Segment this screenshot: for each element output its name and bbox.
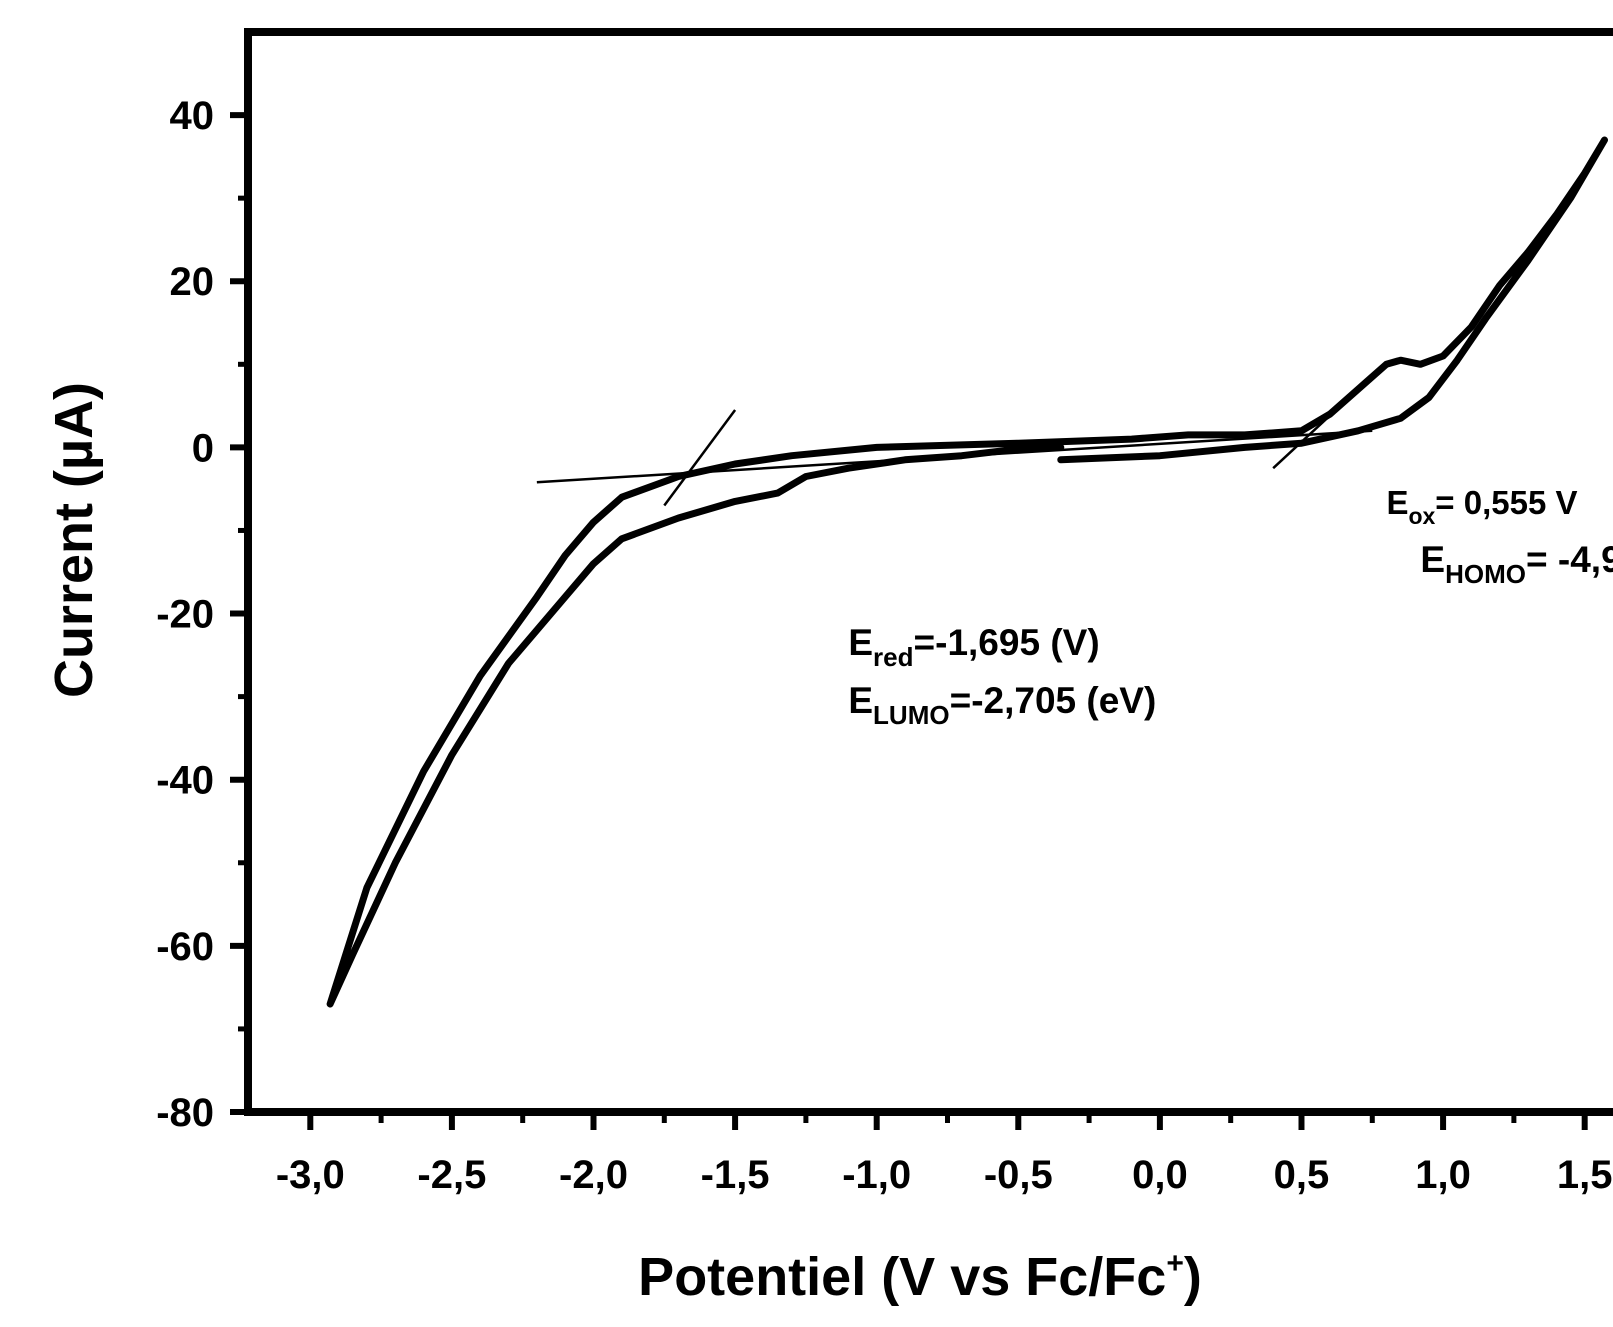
x-ticks: -3,0 -2,5 -2,0 -1,5 -1,0 -0,5 0,0 0,5 1,0 1,5 [276, 1112, 1613, 1197]
y-tick-label: 0 [192, 426, 214, 470]
series-group [326, 136, 1608, 1008]
y-tick-label: 40 [170, 94, 215, 138]
annotation-label: Eox= 0,555 V [1386, 484, 1577, 529]
y-tick-label: -60 [156, 925, 214, 969]
x-tick-label: 0,0 [1132, 1153, 1188, 1197]
y-ticks: -80 -60 -40 -20 0 20 40 [156, 94, 248, 1135]
y-tick-label: 20 [170, 260, 215, 304]
x-tick-label: 1,5 [1557, 1153, 1613, 1197]
series-line [326, 136, 1608, 1008]
x-tick-label: -3,0 [276, 1153, 345, 1197]
x-axis-title-tail: ) [1184, 1247, 1202, 1307]
x-axis-title: Potentiel (V vs Fc/Fc+) [638, 1247, 1202, 1307]
x-tick-label: -1,0 [842, 1153, 911, 1197]
x-tick-label: 1,0 [1415, 1153, 1471, 1197]
axes-frame [244, 28, 1613, 1116]
tangent-line [663, 409, 737, 507]
y-tick-label: -20 [156, 593, 214, 637]
annotation-label: EHOMO= -4,955 (eV) [1420, 539, 1613, 589]
annotations: Ered=-1,695 (V) ELUMO=-2,705 (eV) Eox= 0,5… [848, 484, 1613, 730]
x-tick-label: -1,5 [701, 1153, 770, 1197]
x-axis-title-sup: + [1166, 1247, 1184, 1280]
x-tick-label: -2,5 [417, 1153, 486, 1197]
y-tick-label: -80 [156, 1091, 214, 1135]
x-axis-title-main: Potentiel (V vs Fc/Fc [638, 1247, 1166, 1307]
annotation-label: Ered=-1,695 (V) [848, 622, 1099, 672]
x-tick-label: -2,0 [559, 1153, 628, 1197]
y-tick-label: -40 [156, 759, 214, 803]
x-tick-label: 0,5 [1274, 1153, 1330, 1197]
x-tick-label: -0,5 [984, 1153, 1053, 1197]
y-axis-title: Current (µA) [44, 382, 104, 698]
annotation-label: ELUMO=-2,705 (eV) [848, 680, 1156, 730]
